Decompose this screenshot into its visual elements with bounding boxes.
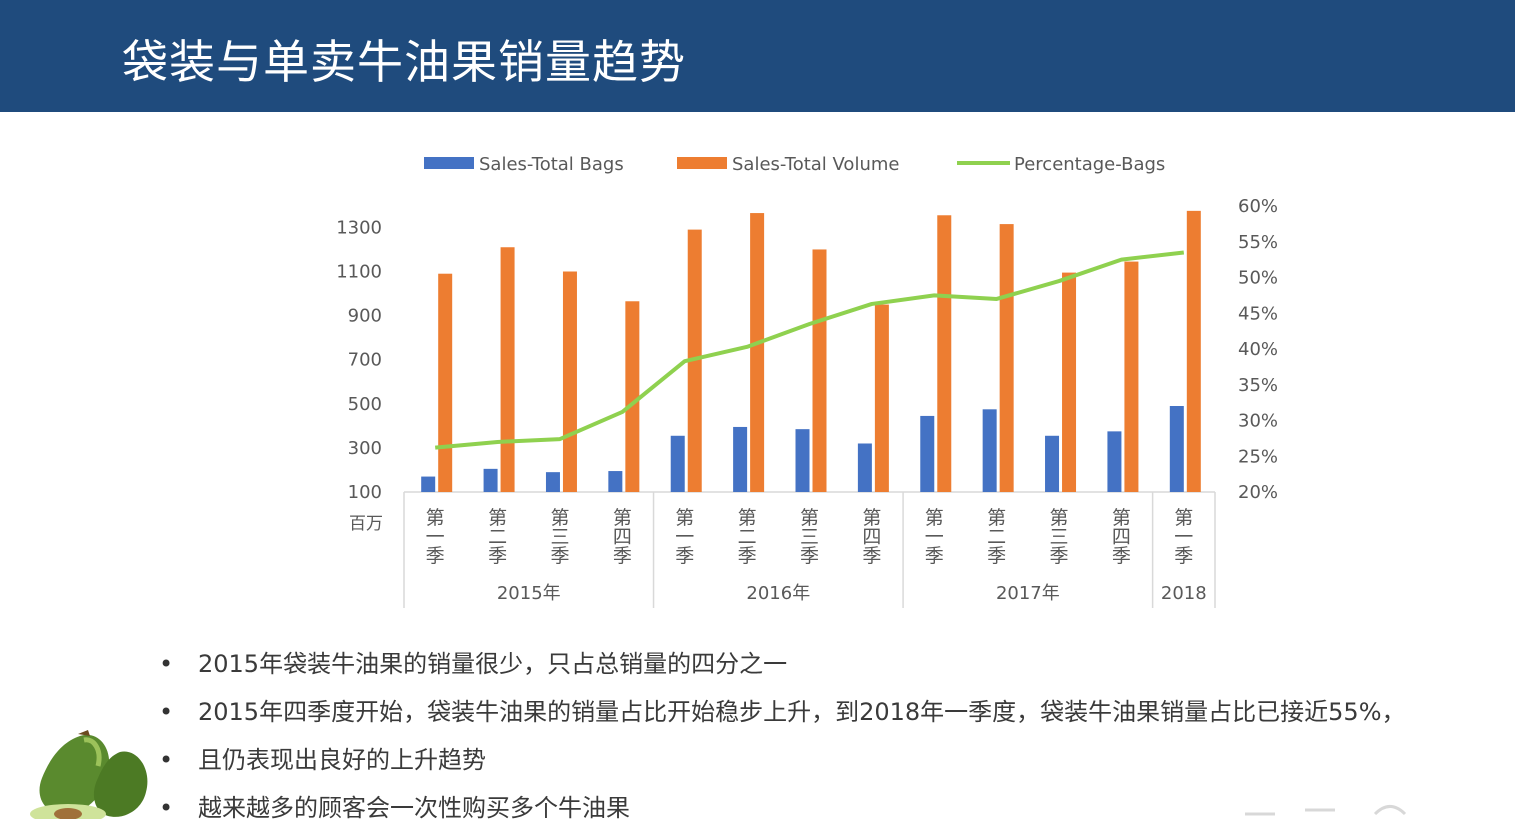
x-group-label: 2016年 bbox=[746, 583, 810, 604]
bar-bags bbox=[421, 477, 435, 492]
bar-volume bbox=[1062, 273, 1076, 492]
x-tick-label-char: 季 bbox=[1174, 545, 1193, 567]
bar-bags bbox=[546, 472, 560, 492]
x-tick-label-char: 季 bbox=[987, 545, 1006, 567]
bullet-item: 2015年袋装牛油果的销量很少，只占总销量的四分之一 bbox=[155, 640, 1505, 688]
x-tick-label-char: 季 bbox=[738, 545, 757, 567]
bar-bags bbox=[1170, 406, 1184, 492]
bar-volume bbox=[1124, 262, 1138, 492]
legend-swatch-bags bbox=[424, 157, 474, 169]
avocado-illustration bbox=[28, 730, 158, 819]
legend-label-bags: Sales-Total Bags bbox=[479, 154, 624, 175]
bar-bags bbox=[1107, 431, 1121, 492]
x-tick-label-char: 季 bbox=[426, 545, 445, 567]
bar-volume bbox=[438, 274, 452, 492]
x-tick-label-char: 季 bbox=[800, 545, 819, 567]
x-tick-label-char: 季 bbox=[1050, 545, 1069, 567]
legend-label-percentage: Percentage-Bags bbox=[1014, 154, 1165, 175]
bullet-item: 2015年四季度开始，袋装牛油果的销量占比开始稳步上升，到2018年一季度，袋装… bbox=[155, 688, 1505, 736]
bar-volume bbox=[875, 305, 889, 492]
x-tick-label-char: 季 bbox=[550, 545, 569, 567]
y-left-tick-label: 700 bbox=[348, 350, 382, 371]
page-title: 袋装与单卖牛油果销量趋势 bbox=[122, 26, 686, 92]
bar-bags bbox=[858, 443, 872, 492]
bar-bags bbox=[671, 436, 685, 492]
bar-volume bbox=[813, 249, 827, 492]
bar-bags bbox=[983, 409, 997, 492]
bullet-item-continuation: 且仍表现出良好的上升趋势 bbox=[155, 736, 1505, 784]
bar-volume bbox=[501, 247, 515, 492]
x-tick-label-char: 季 bbox=[925, 545, 944, 567]
legend-label-volume: Sales-Total Volume bbox=[732, 154, 899, 175]
bar-bags bbox=[608, 471, 622, 492]
y-left-tick-label: 900 bbox=[348, 306, 382, 327]
y-left-tick-label: 1100 bbox=[336, 262, 382, 283]
y-right-tick-label: 60% bbox=[1238, 196, 1278, 217]
legend-swatch-volume bbox=[677, 157, 727, 169]
bar-bags bbox=[796, 429, 810, 492]
bar-volume bbox=[563, 272, 577, 493]
x-tick-label-char: 季 bbox=[613, 545, 632, 567]
y-right-tick-label: 40% bbox=[1238, 339, 1278, 360]
x-tick-label-char: 季 bbox=[488, 545, 507, 567]
x-tick-label-char: 季 bbox=[1112, 545, 1131, 567]
bar-volume bbox=[625, 301, 639, 492]
header-bar: 袋装与单卖牛油果销量趋势 bbox=[0, 0, 1515, 112]
y-left-tick-label: 100 bbox=[348, 482, 382, 503]
y-right-tick-label: 30% bbox=[1238, 411, 1278, 432]
x-tick-label-char: 季 bbox=[862, 545, 881, 567]
y-right-tick-label: 35% bbox=[1238, 375, 1278, 396]
y-right-tick-label: 50% bbox=[1238, 268, 1278, 289]
bar-volume bbox=[937, 215, 951, 492]
x-group-label: 2018 bbox=[1161, 583, 1207, 604]
y-right-tick-label: 20% bbox=[1238, 482, 1278, 503]
y-left-tick-label: 300 bbox=[348, 438, 382, 459]
bar-volume bbox=[1187, 211, 1201, 492]
bar-volume bbox=[750, 213, 764, 492]
x-group-label: 2015年 bbox=[497, 583, 561, 604]
y-right-tick-label: 55% bbox=[1238, 232, 1278, 253]
bar-bags bbox=[920, 416, 934, 492]
bar-bags bbox=[733, 427, 747, 492]
x-tick-label-char: 季 bbox=[675, 545, 694, 567]
y-right-tick-label: 25% bbox=[1238, 446, 1278, 467]
y-left-tick-label: 1300 bbox=[336, 217, 382, 238]
y-left-tick-label: 500 bbox=[348, 394, 382, 415]
watermark-icon bbox=[1235, 800, 1505, 819]
y-left-unit-label: 百万 bbox=[349, 514, 383, 534]
bar-volume bbox=[1000, 224, 1014, 492]
y-right-tick-label: 45% bbox=[1238, 303, 1278, 324]
x-group-label: 2017年 bbox=[996, 583, 1060, 604]
sales-trend-chart: Sales-Total Bags Sales-Total Volume Percen… bbox=[0, 112, 1515, 622]
bar-bags bbox=[1045, 436, 1059, 492]
bar-bags bbox=[484, 469, 498, 492]
